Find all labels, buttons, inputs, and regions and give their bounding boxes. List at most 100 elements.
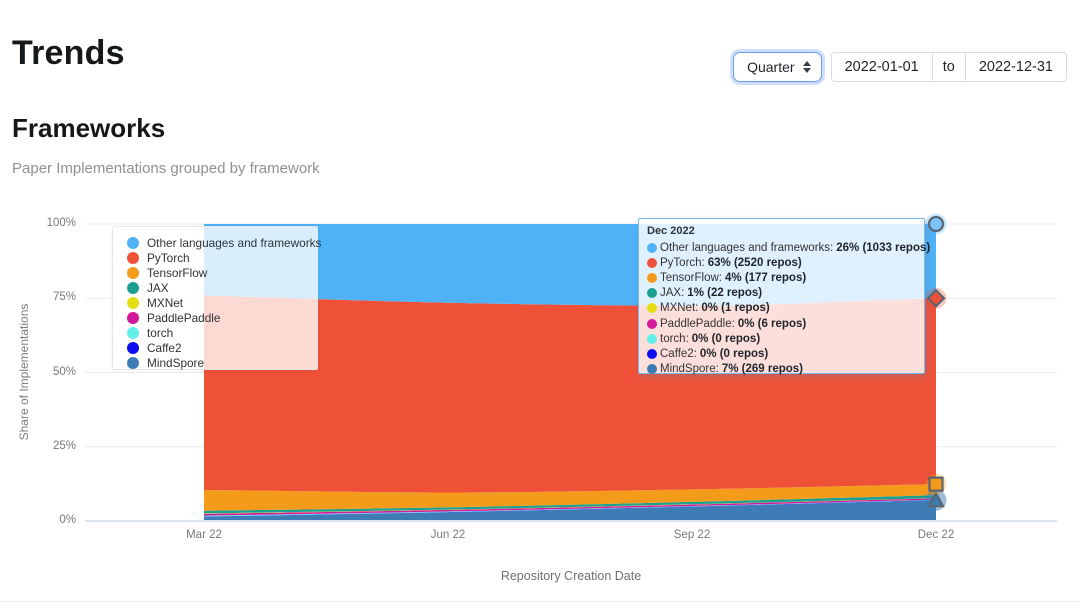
- legend-label: Caffe2: [147, 341, 182, 356]
- tooltip-series-name: PaddlePaddle:: [660, 317, 735, 330]
- tooltip-row-Caffe2: Caffe2: 0% (0 repos): [647, 346, 916, 361]
- legend-item-TensorFlow[interactable]: TensorFlow: [127, 265, 313, 280]
- tooltip-series-name: PyTorch:: [660, 256, 705, 269]
- tooltip-series-value: 26% (1033 repos): [836, 241, 931, 254]
- tooltip-swatch-icon: [647, 257, 657, 268]
- tooltip-swatch-icon: [647, 364, 657, 375]
- legend-swatch-icon: [127, 281, 139, 294]
- tooltip-series-name: Caffe2:: [660, 347, 697, 360]
- end-marker-triangle-MindSpore: [927, 490, 945, 508]
- tooltip-swatch-icon: [647, 288, 657, 299]
- legend-item-PyTorch[interactable]: PyTorch: [127, 250, 313, 265]
- x-tick-Jun-22: Jun 22: [430, 529, 466, 541]
- legend-label: MindSpore: [147, 356, 205, 371]
- tooltip-series-name: torch:: [660, 332, 689, 345]
- page-divider: [0, 601, 1080, 602]
- tooltip-row-MindSpore: MindSpore: 7% (269 repos): [647, 362, 916, 377]
- tooltip-row-PaddlePaddle: PaddlePaddle: 0% (6 repos): [647, 316, 916, 331]
- tooltip-series-name: Other languages and frameworks:: [660, 241, 834, 254]
- page-title: Trends: [12, 34, 125, 72]
- tooltip-row-Other-languages-and-frameworks: Other languages and frameworks: 26% (1033…: [647, 240, 930, 255]
- tooltip-swatch-icon: [647, 333, 657, 344]
- legend-label: JAX: [147, 280, 169, 295]
- tooltip-swatch-icon: [647, 242, 657, 253]
- legend-swatch-icon: [127, 357, 139, 370]
- area-MindSpore: [204, 500, 936, 521]
- y-tick-25%: 25%: [52, 439, 76, 452]
- tooltip-row-MXNet: MXNet: 0% (1 repos): [647, 301, 916, 316]
- date-range-group: 2022-01-01 to 2022-12-31: [830, 52, 1067, 82]
- end-marker-diamond-PyTorch: [926, 288, 946, 308]
- y-tick-50%: 50%: [52, 365, 76, 378]
- y-tick-0%: 0%: [59, 514, 76, 526]
- tooltip-swatch-icon: [647, 348, 657, 359]
- tooltip-series-name: TensorFlow:: [660, 271, 722, 284]
- tooltip-row-JAX: JAX: 1% (22 repos): [647, 286, 916, 301]
- trend-controls: Quarter 2022-01-01 to 2022-12-31: [733, 52, 1067, 82]
- tooltip-title: Dec 2022: [647, 225, 695, 237]
- legend-item-PaddlePaddle[interactable]: PaddlePaddle: [127, 310, 313, 325]
- legend-item-Other-languages-and-frameworks[interactable]: Other languages and frameworks: [127, 235, 321, 250]
- chart-legend: Other languages and frameworks PyTorch Ten…: [112, 226, 321, 371]
- tooltip-row-TensorFlow: TensorFlow: 4% (177 repos): [647, 270, 916, 285]
- legend-item-MindSpore[interactable]: MindSpore: [127, 356, 313, 371]
- select-updown-icon: [802, 61, 811, 73]
- legend-swatch-icon: [127, 312, 139, 325]
- end-marker-square-TensorFlow: [928, 476, 944, 492]
- legend-item-MXNet[interactable]: MXNet: [127, 295, 313, 310]
- date-to-input[interactable]: 2022-12-31: [978, 59, 1053, 75]
- legend-label: TensorFlow: [147, 265, 208, 280]
- tooltip-swatch-icon: [647, 272, 657, 283]
- tooltip-series-value: 0% (6 repos): [737, 317, 807, 330]
- area-TensorFlow: [204, 484, 936, 511]
- legend-swatch-icon: [127, 327, 139, 340]
- legend-swatch-icon: [127, 251, 139, 264]
- legend-swatch-icon: [127, 296, 139, 309]
- tooltip-series-name: MXNet:: [660, 302, 699, 315]
- tooltip-series-name: MindSpore:: [660, 363, 719, 376]
- area-PaddlePaddle: [204, 498, 936, 516]
- tooltip-series-value: 0% (0 repos): [691, 332, 761, 345]
- y-tick-75%: 75%: [52, 291, 76, 304]
- section-title: Frameworks: [12, 113, 166, 143]
- tooltip-series-value: 0% (0 repos): [699, 347, 769, 360]
- section-subtitle: Paper Implementations grouped by framewo…: [12, 160, 320, 177]
- chart-tooltip: Dec 2022 Other languages and frameworks:…: [638, 218, 930, 377]
- tooltip-series-value: 63% (2520 repos): [707, 256, 802, 269]
- x-tick-Dec-22: Dec 22: [917, 529, 955, 541]
- x-tick-Mar-22: Mar 22: [186, 529, 222, 541]
- legend-label: PaddlePaddle: [147, 311, 221, 326]
- y-tick-100%: 100%: [46, 217, 76, 229]
- legend-label: Other languages and frameworks: [147, 235, 322, 250]
- legend-label: PyTorch: [147, 250, 190, 265]
- tooltip-rows: Other languages and frameworks: 26% (1033…: [647, 240, 930, 377]
- tooltip-row-torch: torch: 0% (0 repos): [647, 331, 916, 346]
- tooltip-swatch-icon: [647, 318, 657, 329]
- tooltip-series-value: 1% (22 repos): [687, 287, 763, 300]
- interval-select-value: Quarter: [747, 59, 795, 75]
- tooltip-series-value: 4% (177 repos): [725, 271, 807, 284]
- legend-label: MXNet: [147, 295, 184, 310]
- legend-item-JAX[interactable]: JAX: [127, 280, 313, 295]
- x-tick-Sep-22: Sep 22: [673, 529, 711, 541]
- legend-label: torch: [147, 326, 174, 341]
- tooltip-series-value: 0% (1 repos): [701, 302, 770, 315]
- x-axis-title: Repository Creation Date: [500, 569, 642, 583]
- legend-swatch-icon: [127, 236, 139, 249]
- legend-swatch-icon: [127, 266, 139, 279]
- legend-swatch-icon: [127, 342, 139, 355]
- date-from-input[interactable]: 2022-01-01: [844, 59, 919, 75]
- legend-item-torch[interactable]: torch: [127, 326, 313, 341]
- area-JAX: [204, 495, 936, 514]
- tooltip-row-PyTorch: PyTorch: 63% (2520 repos): [647, 255, 916, 270]
- tooltip-series-value: 7% (269 repos): [721, 363, 803, 376]
- date-range-separator: to: [931, 53, 966, 81]
- tooltip-series-name: JAX:: [660, 287, 685, 300]
- area-torch: [204, 499, 936, 517]
- interval-select[interactable]: Quarter: [733, 52, 822, 82]
- tooltip-swatch-icon: [647, 303, 657, 314]
- legend-item-Caffe2[interactable]: Caffe2: [127, 341, 313, 356]
- end-marker-circle-Other languages and frameworks: [927, 215, 945, 233]
